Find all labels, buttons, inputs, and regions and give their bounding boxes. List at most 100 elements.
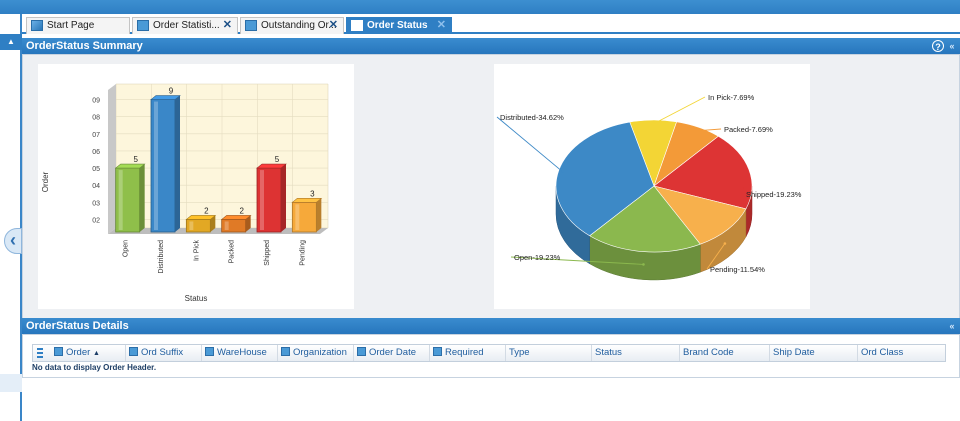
close-icon[interactable]: ✕ xyxy=(328,19,338,31)
bar-top xyxy=(150,95,181,100)
bar-side xyxy=(175,95,180,232)
y-axis-label: Order xyxy=(41,171,50,192)
sidebar-selected-item[interactable] xyxy=(0,374,22,392)
bar-top xyxy=(185,215,217,220)
bar-value-label: 5 xyxy=(275,155,280,164)
bar-side xyxy=(210,215,216,232)
column-ship-date[interactable]: Ship Date xyxy=(769,345,857,361)
help-icon[interactable]: ? xyxy=(932,40,944,52)
tab-order-statistics[interactable]: Order Statisti... ✕ xyxy=(132,17,238,34)
y-tick-label: 04 xyxy=(92,183,100,190)
empty-grid-message: No data to display Order Header. xyxy=(32,363,157,372)
pie-leader-line xyxy=(653,96,706,125)
pie-slice-label: Pending-11.54% xyxy=(710,265,765,274)
x-tick-label: Packed xyxy=(229,240,236,263)
x-tick-label: Open xyxy=(123,240,130,257)
column-warehouse[interactable]: WareHouse xyxy=(201,345,277,361)
pie-slice[interactable] xyxy=(589,185,701,253)
bar-value-label: 2 xyxy=(204,206,209,215)
bar-pending[interactable] xyxy=(291,198,323,233)
bar-in-pick[interactable] xyxy=(185,215,217,233)
bar-highlight xyxy=(295,204,300,230)
bar-value-label: 3 xyxy=(310,189,315,198)
pie-leader-line xyxy=(510,256,644,265)
details-title: OrderStatus Details xyxy=(26,320,129,332)
bar-top xyxy=(220,215,252,220)
pie-slice[interactable] xyxy=(653,135,753,210)
column-chooser-icon[interactable] xyxy=(37,348,43,358)
bar-chart: 02 03 04 05 06 07 08 09 5 9 2 2 5 3 Open Distributed I… xyxy=(41,83,329,303)
column-organization[interactable]: Organization xyxy=(277,345,353,361)
grid-icon xyxy=(137,20,149,31)
column-ord-suffix[interactable]: Ord Suffix xyxy=(125,345,201,361)
pie-leader-dot xyxy=(642,263,645,266)
summary-panel-header: OrderStatus Summary ? « xyxy=(22,38,960,54)
y-tick-label: 03 xyxy=(92,200,100,207)
bar-shipped[interactable] xyxy=(256,163,287,233)
column-status[interactable]: Status xyxy=(591,345,679,361)
pie-slice-label: Distributed-34.62% xyxy=(500,113,564,122)
y-tick-label: 09 xyxy=(92,98,100,105)
details-panel: Order ▲ Ord Suffix WareHouse Organizatio… xyxy=(22,334,960,378)
collapse-sidebar-button[interactable]: ‹ xyxy=(4,228,22,254)
tab-bar: Start Page Order Statisti... ✕ Outstandi… xyxy=(22,14,960,34)
column-type[interactable]: Type xyxy=(505,345,591,361)
pie-slice[interactable] xyxy=(653,185,747,245)
grid-header: Order ▲ Ord Suffix WareHouse Organizatio… xyxy=(32,344,946,362)
bar-distributed[interactable] xyxy=(150,95,181,233)
x-tick-label: Shipped xyxy=(264,240,271,266)
summary-panel: 02 03 04 05 06 07 08 09 5 9 2 2 5 3 Open Distributed I… xyxy=(22,54,960,319)
y-tick-label: 06 xyxy=(92,149,100,156)
bar-top xyxy=(114,163,146,169)
tab-order-status[interactable]: Order Status ✕ xyxy=(346,17,452,34)
pie-leader-line xyxy=(706,243,726,270)
bar-highlight xyxy=(118,170,123,230)
tab-outstanding-orders[interactable]: Outstanding Or... ✕ xyxy=(240,17,344,34)
x-tick-label: Pending xyxy=(299,240,306,266)
x-tick-label: Distributed xyxy=(158,240,165,274)
pie-slice[interactable] xyxy=(555,121,655,237)
pie-leader-dot xyxy=(723,242,727,245)
pie-slice-label: Shipped-19.23% xyxy=(746,190,802,199)
pie-slice-label: In Pick-7.69% xyxy=(708,93,755,102)
column-icon xyxy=(433,347,442,356)
column-order-date[interactable]: Order Date xyxy=(353,345,429,361)
start-page-icon xyxy=(31,20,43,31)
pie-leader-dot xyxy=(651,122,655,126)
column-ord-class[interactable]: Ord Class xyxy=(857,345,945,361)
close-icon[interactable]: ✕ xyxy=(222,19,232,31)
scroll-up-button[interactable]: ▲ xyxy=(0,34,22,50)
pie-chart: In Pick-7.69% Packed-7.69% Shipped-19.23% P… xyxy=(496,93,802,281)
x-axis-label: Status xyxy=(185,294,208,303)
bar-value-label: 5 xyxy=(133,155,138,164)
y-tick-label: 08 xyxy=(92,115,100,122)
bar-highlight xyxy=(189,221,194,230)
column-icon xyxy=(205,347,214,356)
bar-highlight xyxy=(224,221,229,230)
pie-chart-container: In Pick-7.69% Packed-7.69% Shipped-19.23% P… xyxy=(494,64,810,309)
tab-label: Order Statisti... xyxy=(153,20,220,31)
summary-title: OrderStatus Summary xyxy=(26,40,143,52)
pie-leader-dot xyxy=(561,170,564,173)
column-order[interactable]: Order ▲ xyxy=(51,345,125,361)
close-icon[interactable]: ✕ xyxy=(436,19,446,31)
pie-leader-dot xyxy=(743,169,747,172)
tab-label: Outstanding Or... xyxy=(261,20,337,31)
bar-top xyxy=(256,163,287,169)
pie-leader-line xyxy=(496,116,563,173)
collapse-panel-icon[interactable]: « xyxy=(949,321,955,331)
column-icon xyxy=(281,347,290,356)
column-required[interactable]: Required xyxy=(429,345,505,361)
y-tick-label: 05 xyxy=(92,166,100,173)
bar-open[interactable] xyxy=(114,163,146,233)
bar-front xyxy=(150,99,176,233)
pie-slice-label: Open-19.23% xyxy=(514,253,561,262)
y-tick-label: 02 xyxy=(92,217,100,224)
column-brand-code[interactable]: Brand Code xyxy=(679,345,769,361)
collapse-panel-icon[interactable]: « xyxy=(949,41,955,51)
y-tick-label: 07 xyxy=(92,132,100,139)
grid-icon xyxy=(351,20,363,31)
bar-top xyxy=(291,198,323,203)
bar-packed[interactable] xyxy=(220,215,252,233)
tab-start-page[interactable]: Start Page xyxy=(26,17,130,34)
